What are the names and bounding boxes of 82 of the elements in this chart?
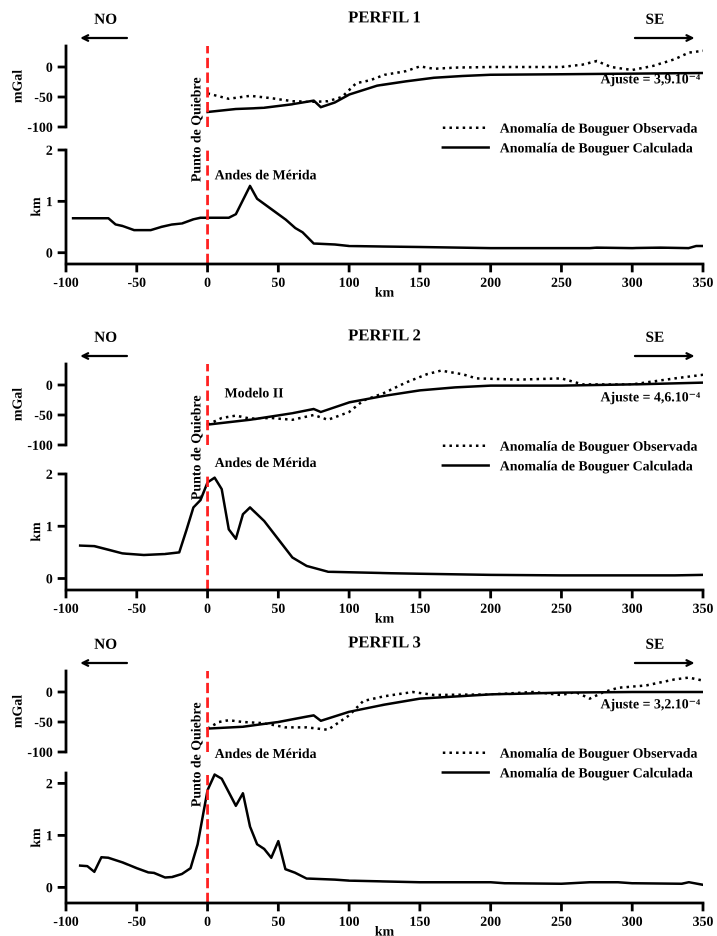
y-tick-label: 2 bbox=[46, 779, 52, 788]
annotation: Andes de Mérida bbox=[214, 170, 316, 180]
x-tick-label: 200 bbox=[480, 278, 501, 287]
ref-line-label: Punto de Quiebre bbox=[190, 702, 203, 807]
legend-label: Anomalía de Bouguer Observada bbox=[500, 441, 698, 454]
legend-label: Anomalía de Bouguer Observada bbox=[500, 748, 698, 761]
legend-label: Anomalía de Bouguer Observada bbox=[500, 123, 698, 136]
x-axis-title: km bbox=[375, 613, 394, 623]
x-tick-label: 350 bbox=[693, 278, 713, 287]
legend-label: Anomalía de Bouguer Calculada bbox=[500, 142, 693, 156]
y-axis-title: km bbox=[30, 522, 40, 542]
y-tick-label: 0 bbox=[46, 574, 52, 584]
x-tick-label: 0 bbox=[204, 916, 210, 926]
legend-label: Anomalía de Bouguer Calculada bbox=[500, 768, 693, 780]
y-tick-label: 0 bbox=[46, 688, 52, 697]
text: SE bbox=[646, 638, 664, 649]
text: NO bbox=[94, 638, 116, 649]
y-tick-label: -50 bbox=[34, 92, 52, 102]
x-tick-label: 150 bbox=[410, 916, 430, 926]
y-axis-title: mGal bbox=[12, 388, 22, 421]
annotation: Andes de Mérida bbox=[214, 748, 316, 758]
x-tick-label: 350 bbox=[693, 916, 713, 926]
y-tick-label: -100 bbox=[28, 440, 52, 450]
y-tick-label: 0 bbox=[46, 882, 52, 892]
annotation: Modelo II bbox=[224, 388, 284, 398]
x-tick-label: -100 bbox=[54, 916, 78, 926]
x-tick-label: 50 bbox=[272, 916, 285, 926]
chart-title: PERFIL 3 bbox=[348, 636, 420, 648]
x-tick-label: 300 bbox=[622, 916, 642, 926]
text: SE bbox=[646, 14, 664, 24]
annotation: Ajuste = 4,6.10⁻⁴ bbox=[600, 392, 700, 404]
x-tick-label: -50 bbox=[128, 604, 146, 613]
y-tick-label: 0 bbox=[46, 62, 52, 72]
text: Andes de Mérida bbox=[214, 457, 316, 468]
text: NO bbox=[94, 332, 116, 342]
legend-label: Anomalía de Bouguer Calculada bbox=[500, 460, 693, 474]
annotation: Ajuste = 3,9.10⁻⁴ bbox=[600, 74, 700, 86]
y-tick-label: -100 bbox=[28, 748, 52, 757]
ref-line-label: Punto de Quiebre bbox=[190, 396, 203, 500]
y-tick-label: 1 bbox=[46, 831, 52, 840]
y-tick-label: 2 bbox=[46, 146, 52, 155]
x-tick-label: 200 bbox=[480, 916, 501, 926]
x-tick-label: 0 bbox=[204, 278, 210, 287]
x-tick-label: -50 bbox=[128, 916, 146, 926]
y-tick-label: 0 bbox=[46, 248, 52, 258]
x-tick-label: 300 bbox=[622, 604, 642, 613]
y-axis-title: mGal bbox=[12, 695, 22, 728]
x-tick-label: 350 bbox=[693, 604, 713, 613]
x-tick-label: 150 bbox=[410, 278, 430, 287]
y-axis-title: km bbox=[30, 828, 40, 848]
text: NO bbox=[94, 14, 116, 24]
x-tick-label: -100 bbox=[54, 604, 78, 613]
y-tick-label: -100 bbox=[28, 122, 52, 132]
chart-title: PERFIL 2 bbox=[348, 329, 420, 340]
x-tick-label: 150 bbox=[410, 604, 430, 613]
y-tick-label: 1 bbox=[46, 197, 52, 206]
x-tick-label: 200 bbox=[480, 604, 501, 613]
x-tick-label: 0 bbox=[204, 604, 210, 613]
x-tick-label: 250 bbox=[552, 278, 572, 287]
x-tick-label: 250 bbox=[552, 916, 572, 926]
x-axis-title: km bbox=[375, 926, 394, 936]
x-tick-label: 50 bbox=[272, 604, 285, 613]
y-tick-label: -50 bbox=[34, 410, 52, 420]
x-tick-label: 100 bbox=[340, 916, 359, 926]
x-tick-label: 100 bbox=[340, 278, 359, 287]
x-tick-label: -50 bbox=[128, 278, 146, 287]
x-axis-title: km bbox=[375, 287, 394, 297]
y-axis-title: mGal bbox=[12, 70, 22, 103]
y-tick-label: -50 bbox=[34, 718, 52, 727]
x-tick-label: 250 bbox=[552, 604, 572, 613]
ref-line-label: Punto de Quiebre bbox=[190, 78, 203, 182]
y-axis-title: km bbox=[30, 198, 40, 216]
x-tick-label: 300 bbox=[622, 278, 642, 287]
y-tick-label: 0 bbox=[46, 380, 52, 390]
text: SE bbox=[646, 332, 664, 342]
x-tick-label: 50 bbox=[272, 278, 285, 287]
annotation: Ajuste = 3,2.10⁻⁴ bbox=[600, 698, 700, 712]
x-tick-label: -100 bbox=[54, 278, 78, 287]
y-tick-label: 1 bbox=[46, 522, 52, 532]
x-tick-label: 100 bbox=[340, 604, 359, 613]
chart-title: PERFIL 1 bbox=[348, 11, 420, 22]
y-tick-label: 2 bbox=[46, 470, 52, 479]
